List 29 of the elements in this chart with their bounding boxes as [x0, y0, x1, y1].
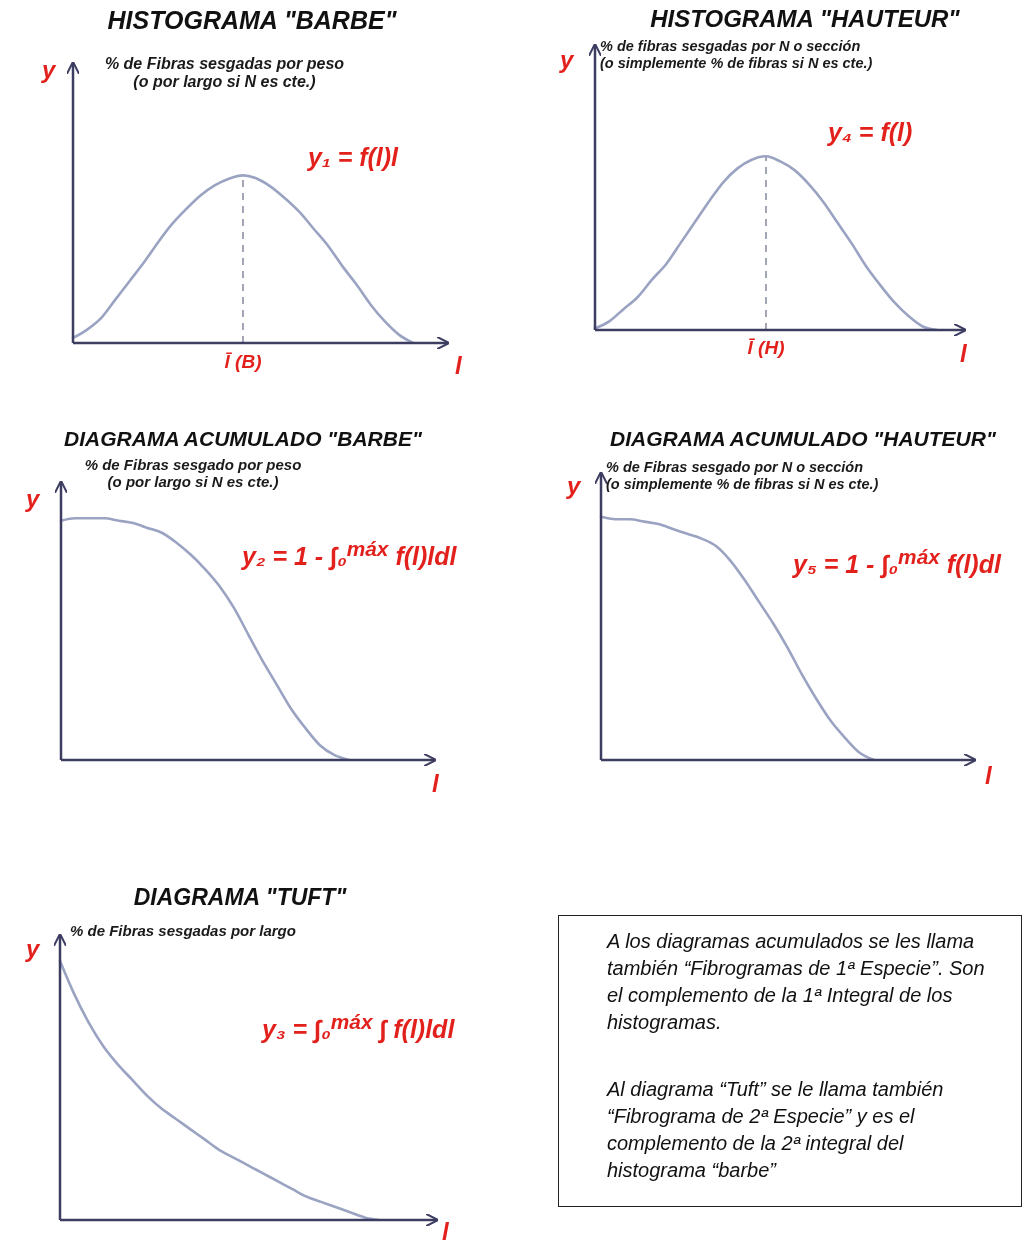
annotation: y₃ = ∫₀$^{máx}$ ∫ f(l)ldl [262, 1010, 455, 1045]
text: y₁ = f(l)l [308, 143, 399, 172]
chart-title: HISTOGRAMA "HAUTEUR" [650, 5, 960, 33]
chart-title: DIAGRAMA "TUFT" [133, 884, 347, 911]
y-axis-title: y [26, 935, 40, 963]
chart-subtitle: % de fibras sesgadas por N o sección (o simplemente % de fibras si N es cte.) [600, 38, 874, 72]
chart-title: DIAGRAMA ACUMULADO "HAUTEUR" [610, 427, 996, 452]
text: l̄ (H) [747, 337, 785, 359]
y-axis-title: y [567, 472, 581, 500]
text: l̄ (B) [224, 351, 262, 373]
chart-subtitle: % de Fibras sesgadas por largo [70, 922, 297, 940]
x-axis-title: l [432, 770, 439, 798]
x-axis-title: l [455, 352, 462, 380]
y-axis-title: y [560, 46, 574, 74]
x-axis-title: l [960, 340, 967, 368]
text: y₄ = f(l) [828, 118, 913, 147]
annotation: y₅ = 1 - ∫₀$^{máx}$ f(l)dl [793, 545, 1001, 580]
text: Al diagrama “Tuft” se le llama también “Fibrograma de 2ª Especie” y es el complemento de la 2ª integral del histograma “barbe” [607, 1077, 945, 1183]
chart-subtitle: % de Fibras sesgado por peso (o por largo si N es cte.) [83, 456, 303, 491]
x-axis-title: l [442, 1218, 449, 1246]
x-axis-title: l [985, 762, 992, 790]
chart-subtitle: % de Fibras sesgadas por peso (o por largo si N es cte.) [103, 55, 346, 92]
chart-title: DIAGRAMA ACUMULADO "BARBE" [64, 427, 422, 452]
y-axis-title: y [42, 56, 56, 84]
chart-title: HISTOGRAMA "BARBE" [107, 6, 397, 35]
annotation: y₂ = 1 - ∫₀$^{máx}$ f(l)ldl [242, 537, 457, 572]
chart-subtitle: % de Fibras sesgado por N o sección (o simplemente % de fibras si N es cte.) [606, 459, 880, 493]
y-axis-title: y [26, 485, 40, 513]
text: A los diagramas acumulados se les llama también “Fibrogramas de 1ª Especie”. Son el complemento de la 1ª Integral de los histogramas. [607, 929, 986, 1035]
